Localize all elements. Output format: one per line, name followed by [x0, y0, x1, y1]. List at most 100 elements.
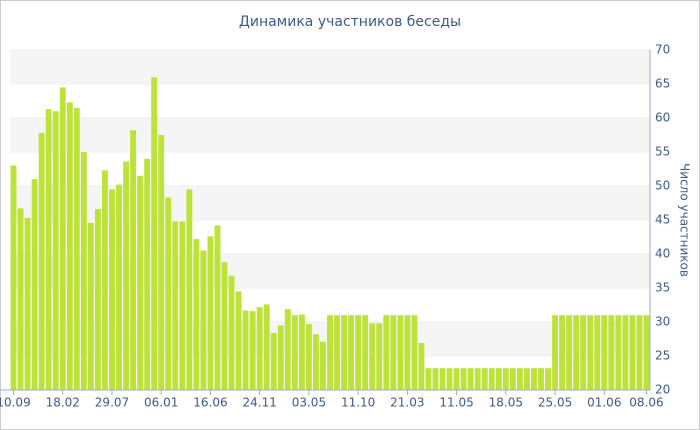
x-tick-label: 24.11: [242, 396, 276, 410]
x-tick-label: 16.06: [193, 396, 227, 410]
bar: [404, 315, 411, 390]
bar: [383, 315, 390, 390]
y-tick-label: 70: [655, 43, 670, 57]
bar: [411, 315, 418, 390]
bar: [45, 109, 52, 390]
bar: [312, 334, 319, 390]
bar: [66, 102, 73, 391]
x-tick-label: 25.05: [538, 396, 572, 410]
bar: [24, 217, 31, 390]
bar: [242, 310, 249, 390]
x-tick-label: 01.06: [587, 396, 621, 410]
bar: [144, 158, 151, 390]
bar: [123, 161, 129, 390]
bar: [235, 291, 242, 390]
y-tick-label: 30: [655, 315, 670, 329]
bar: [516, 368, 523, 390]
bar: [59, 87, 66, 391]
bar: [207, 236, 214, 390]
bar: [453, 368, 460, 390]
bar: [200, 250, 207, 390]
bar: [594, 315, 601, 390]
bar: [277, 325, 284, 390]
bar: [284, 309, 291, 390]
bar: [362, 315, 369, 390]
bar: [151, 77, 158, 390]
x-tick-label: 11.10: [341, 396, 375, 410]
bar: [474, 368, 481, 390]
bar: [425, 368, 432, 390]
bar: [538, 368, 544, 390]
bar: [73, 107, 80, 391]
bar: [418, 343, 425, 390]
bar: [495, 368, 502, 390]
bar: [179, 221, 186, 390]
bar: [601, 315, 608, 390]
bar: [587, 315, 594, 390]
bar: [439, 368, 446, 390]
bar: [580, 315, 587, 390]
y-tick-label: 50: [655, 179, 670, 193]
bar: [341, 315, 348, 390]
bar: [481, 368, 488, 390]
bar: [390, 315, 397, 390]
bar: [193, 239, 200, 390]
bar: [291, 315, 298, 390]
x-tick-label: 18.05: [489, 396, 523, 410]
y-tick-label: 60: [655, 111, 670, 125]
y-tick-label: 20: [655, 383, 670, 397]
y-tick-label: 35: [655, 281, 670, 295]
x-tick-label: 18.02: [46, 396, 80, 410]
y-tick-label: 55: [655, 145, 670, 159]
bar: [172, 221, 179, 390]
bar: [643, 315, 650, 390]
bar: [109, 189, 115, 390]
bar: [636, 315, 643, 390]
bar: [221, 262, 228, 390]
bar: [327, 315, 333, 390]
x-tick-label: 08.06: [629, 396, 663, 410]
bar: [228, 275, 235, 390]
bar: [130, 130, 137, 391]
bar: [38, 132, 45, 390]
bar: [509, 368, 516, 390]
bar: [80, 152, 87, 390]
bar: [566, 315, 573, 390]
x-tick-label: 03.05: [292, 396, 326, 410]
bar: [320, 341, 326, 390]
grid-band: [10, 50, 650, 84]
chart-title: Динамика участников беседы: [239, 14, 461, 30]
bar: [10, 165, 17, 390]
y-axis-label: Число участников: [678, 163, 692, 277]
bar: [116, 184, 122, 390]
x-tick-label: 21.03: [390, 396, 424, 410]
bar: [559, 315, 566, 390]
bar: [298, 314, 305, 390]
bar: [523, 368, 530, 390]
bar: [52, 111, 59, 390]
bar: [545, 368, 551, 390]
bar: [573, 315, 580, 390]
x-tick-label: 10.09: [0, 396, 31, 410]
bar: [502, 368, 509, 390]
bar: [432, 368, 439, 390]
bar: [256, 307, 263, 390]
x-tick-label: 29.07: [95, 396, 129, 410]
bar: [460, 368, 467, 390]
x-tick-label: 06.01: [144, 396, 178, 410]
bar: [270, 332, 277, 390]
y-tick-label: 45: [655, 213, 670, 227]
bar: [615, 315, 622, 390]
bar: [186, 189, 193, 390]
bar: [31, 179, 38, 390]
bar: [165, 197, 172, 390]
bar: [214, 225, 221, 390]
bar: [369, 323, 376, 390]
bar: [376, 323, 383, 390]
bar: [101, 170, 108, 390]
bar: [94, 209, 101, 390]
bar: [467, 368, 474, 390]
y-tick-label: 65: [655, 77, 670, 91]
bar: [355, 315, 362, 390]
x-tick-label: 11.05: [439, 396, 473, 410]
